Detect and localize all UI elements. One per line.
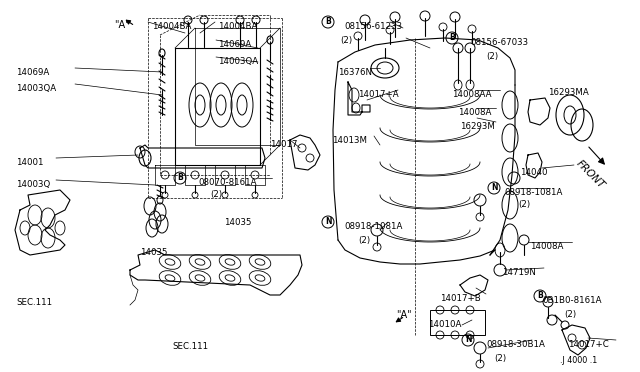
Text: 14069A: 14069A: [16, 68, 49, 77]
Text: FRONT: FRONT: [574, 158, 606, 190]
Text: 14001: 14001: [16, 158, 44, 167]
Text: B: B: [325, 17, 331, 26]
Text: 16376N: 16376N: [338, 68, 372, 77]
Text: 14017+A: 14017+A: [358, 90, 399, 99]
Text: B: B: [537, 292, 543, 301]
Text: 14003QA: 14003QA: [218, 57, 258, 66]
Text: 14008A: 14008A: [530, 242, 563, 251]
Bar: [430, 310, 485, 335]
Text: "A": "A": [396, 310, 412, 320]
Text: 14035: 14035: [224, 218, 252, 227]
Text: SEC.111: SEC.111: [16, 298, 52, 307]
Text: 14004BA: 14004BA: [152, 22, 191, 31]
Text: 08070-8161A: 08070-8161A: [198, 178, 257, 187]
Text: 14004BA: 14004BA: [218, 22, 257, 31]
Text: 14013M: 14013M: [332, 136, 367, 145]
Text: 08156-61233: 08156-61233: [344, 22, 402, 31]
Text: 08918-30B1A: 08918-30B1A: [486, 340, 545, 349]
Text: N: N: [491, 183, 497, 192]
Text: B: B: [449, 33, 455, 42]
Text: 16293MA: 16293MA: [548, 88, 589, 97]
Text: N: N: [324, 218, 332, 227]
Text: 14003Q: 14003Q: [16, 180, 51, 189]
Text: "A": "A": [115, 20, 130, 30]
Text: (2): (2): [210, 190, 222, 199]
Text: 14010A: 14010A: [428, 320, 461, 329]
Text: 14017+C: 14017+C: [568, 340, 609, 349]
Text: 14040: 14040: [520, 168, 547, 177]
Text: N: N: [465, 336, 471, 344]
Text: B: B: [177, 173, 183, 183]
Text: 14035: 14035: [140, 248, 168, 257]
Text: (2): (2): [564, 310, 576, 319]
Text: 08918-1081A: 08918-1081A: [344, 222, 403, 231]
Text: 14069A: 14069A: [218, 40, 252, 49]
Text: 14017: 14017: [270, 140, 298, 149]
Text: .J 4000 .1: .J 4000 .1: [560, 356, 597, 365]
Text: 0B1B0-8161A: 0B1B0-8161A: [542, 296, 602, 305]
Text: (2): (2): [340, 36, 352, 45]
Text: 14017+B: 14017+B: [440, 294, 481, 303]
Text: 14003QA: 14003QA: [16, 84, 56, 93]
Text: 08918-1081A: 08918-1081A: [504, 188, 563, 197]
Text: SEC.111: SEC.111: [172, 342, 208, 351]
Text: 14008AA: 14008AA: [452, 90, 492, 99]
Text: (2): (2): [494, 354, 506, 363]
Text: (2): (2): [518, 200, 530, 209]
Text: (2): (2): [486, 52, 498, 61]
Text: 14719N: 14719N: [502, 268, 536, 277]
Text: 08156-67033: 08156-67033: [470, 38, 528, 47]
Text: 14008A: 14008A: [458, 108, 492, 117]
Text: (2): (2): [358, 236, 370, 245]
Text: 16293M: 16293M: [460, 122, 495, 131]
